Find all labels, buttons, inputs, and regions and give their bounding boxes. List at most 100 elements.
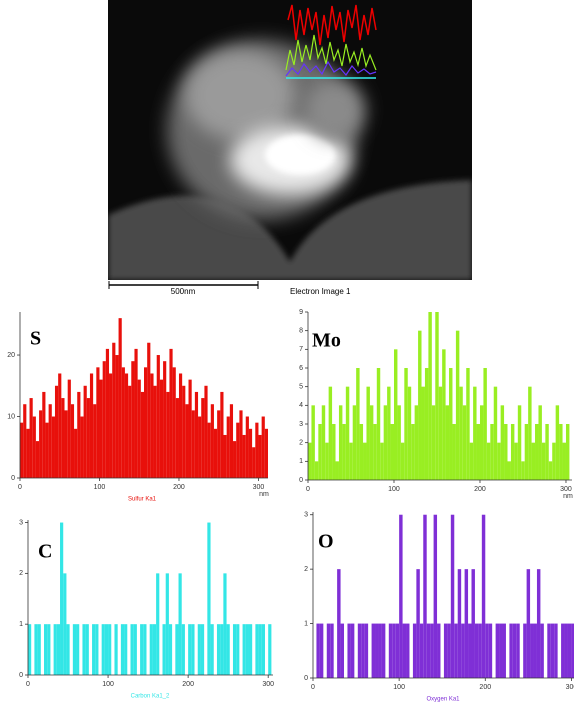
bar <box>452 424 456 480</box>
x-tick-label: 100 <box>102 681 114 688</box>
bar <box>517 405 522 480</box>
bar <box>53 624 57 675</box>
bar <box>143 624 147 675</box>
y-tick-label: 6 <box>299 365 303 372</box>
bar <box>114 624 118 675</box>
image-caption: Electron Image 1 <box>290 287 351 296</box>
bar <box>140 624 144 675</box>
bar <box>242 434 246 478</box>
bar <box>332 424 336 480</box>
bar <box>48 404 52 478</box>
bar <box>56 624 61 675</box>
bar <box>555 405 560 480</box>
bar <box>516 623 520 678</box>
bar <box>96 367 100 478</box>
bar <box>352 405 357 480</box>
bar <box>364 623 369 678</box>
bar <box>319 623 324 678</box>
bar <box>105 348 110 478</box>
x-tick-label: 300 <box>253 484 265 491</box>
bar <box>45 422 49 478</box>
bar <box>500 405 505 480</box>
bar <box>28 624 32 675</box>
bar <box>236 422 240 478</box>
bar <box>469 442 474 480</box>
bar <box>366 386 370 480</box>
bar <box>328 386 333 480</box>
bar <box>400 442 405 480</box>
bar <box>395 623 400 678</box>
bar <box>414 405 419 480</box>
bar <box>226 416 230 478</box>
bar <box>128 385 132 478</box>
y-tick-label: 5 <box>299 384 303 391</box>
bar <box>229 404 234 478</box>
bar <box>399 514 403 678</box>
bar <box>115 355 119 478</box>
bar <box>86 398 90 478</box>
bar <box>134 348 138 478</box>
bar <box>445 405 450 480</box>
bar <box>363 442 367 480</box>
bar <box>102 361 106 478</box>
bar <box>454 623 458 678</box>
bar <box>388 623 393 678</box>
bar <box>404 368 408 480</box>
bar <box>547 623 551 678</box>
bar <box>431 405 436 480</box>
bar <box>485 623 489 678</box>
bar <box>32 416 36 478</box>
y-tick-label: 0 <box>299 477 303 484</box>
bar <box>571 623 574 678</box>
bar <box>182 385 186 478</box>
bar <box>424 368 429 480</box>
bar <box>357 623 362 678</box>
bar <box>268 624 272 675</box>
bar <box>23 404 27 478</box>
bar <box>335 461 339 480</box>
bar <box>530 623 534 678</box>
bar <box>378 623 382 678</box>
bar <box>495 623 500 678</box>
bar <box>137 379 141 478</box>
bar <box>347 623 351 678</box>
bar <box>248 624 253 675</box>
bar <box>168 624 173 675</box>
bar <box>207 422 211 478</box>
y-tick-label: 1 <box>304 620 308 627</box>
bar <box>371 623 376 678</box>
bar <box>191 410 195 478</box>
y-tick-label: 3 <box>299 421 303 428</box>
bar <box>185 404 189 478</box>
bar <box>311 405 315 480</box>
bar <box>402 623 407 678</box>
bar <box>479 405 484 480</box>
bar <box>245 416 249 478</box>
bar <box>83 385 87 478</box>
y-tick-label: 2 <box>19 570 23 577</box>
x-unit: nm <box>563 493 573 500</box>
bar <box>166 391 170 478</box>
bar <box>131 361 135 478</box>
x-tick-label: 0 <box>306 486 310 493</box>
bar <box>533 623 537 678</box>
bar <box>376 368 381 480</box>
bar <box>42 391 46 478</box>
bar <box>37 624 41 675</box>
bar <box>419 623 424 678</box>
bar <box>152 624 157 675</box>
bar <box>85 624 89 675</box>
y-tick-label: 0 <box>11 475 15 482</box>
bar <box>201 398 205 478</box>
bar <box>26 428 30 478</box>
bar <box>375 623 379 678</box>
bar <box>101 624 105 675</box>
bar <box>392 623 396 678</box>
bar <box>178 573 182 675</box>
bar <box>493 386 498 480</box>
bar <box>430 623 434 678</box>
bar <box>207 522 211 675</box>
bar <box>76 624 80 675</box>
bar <box>181 624 185 675</box>
